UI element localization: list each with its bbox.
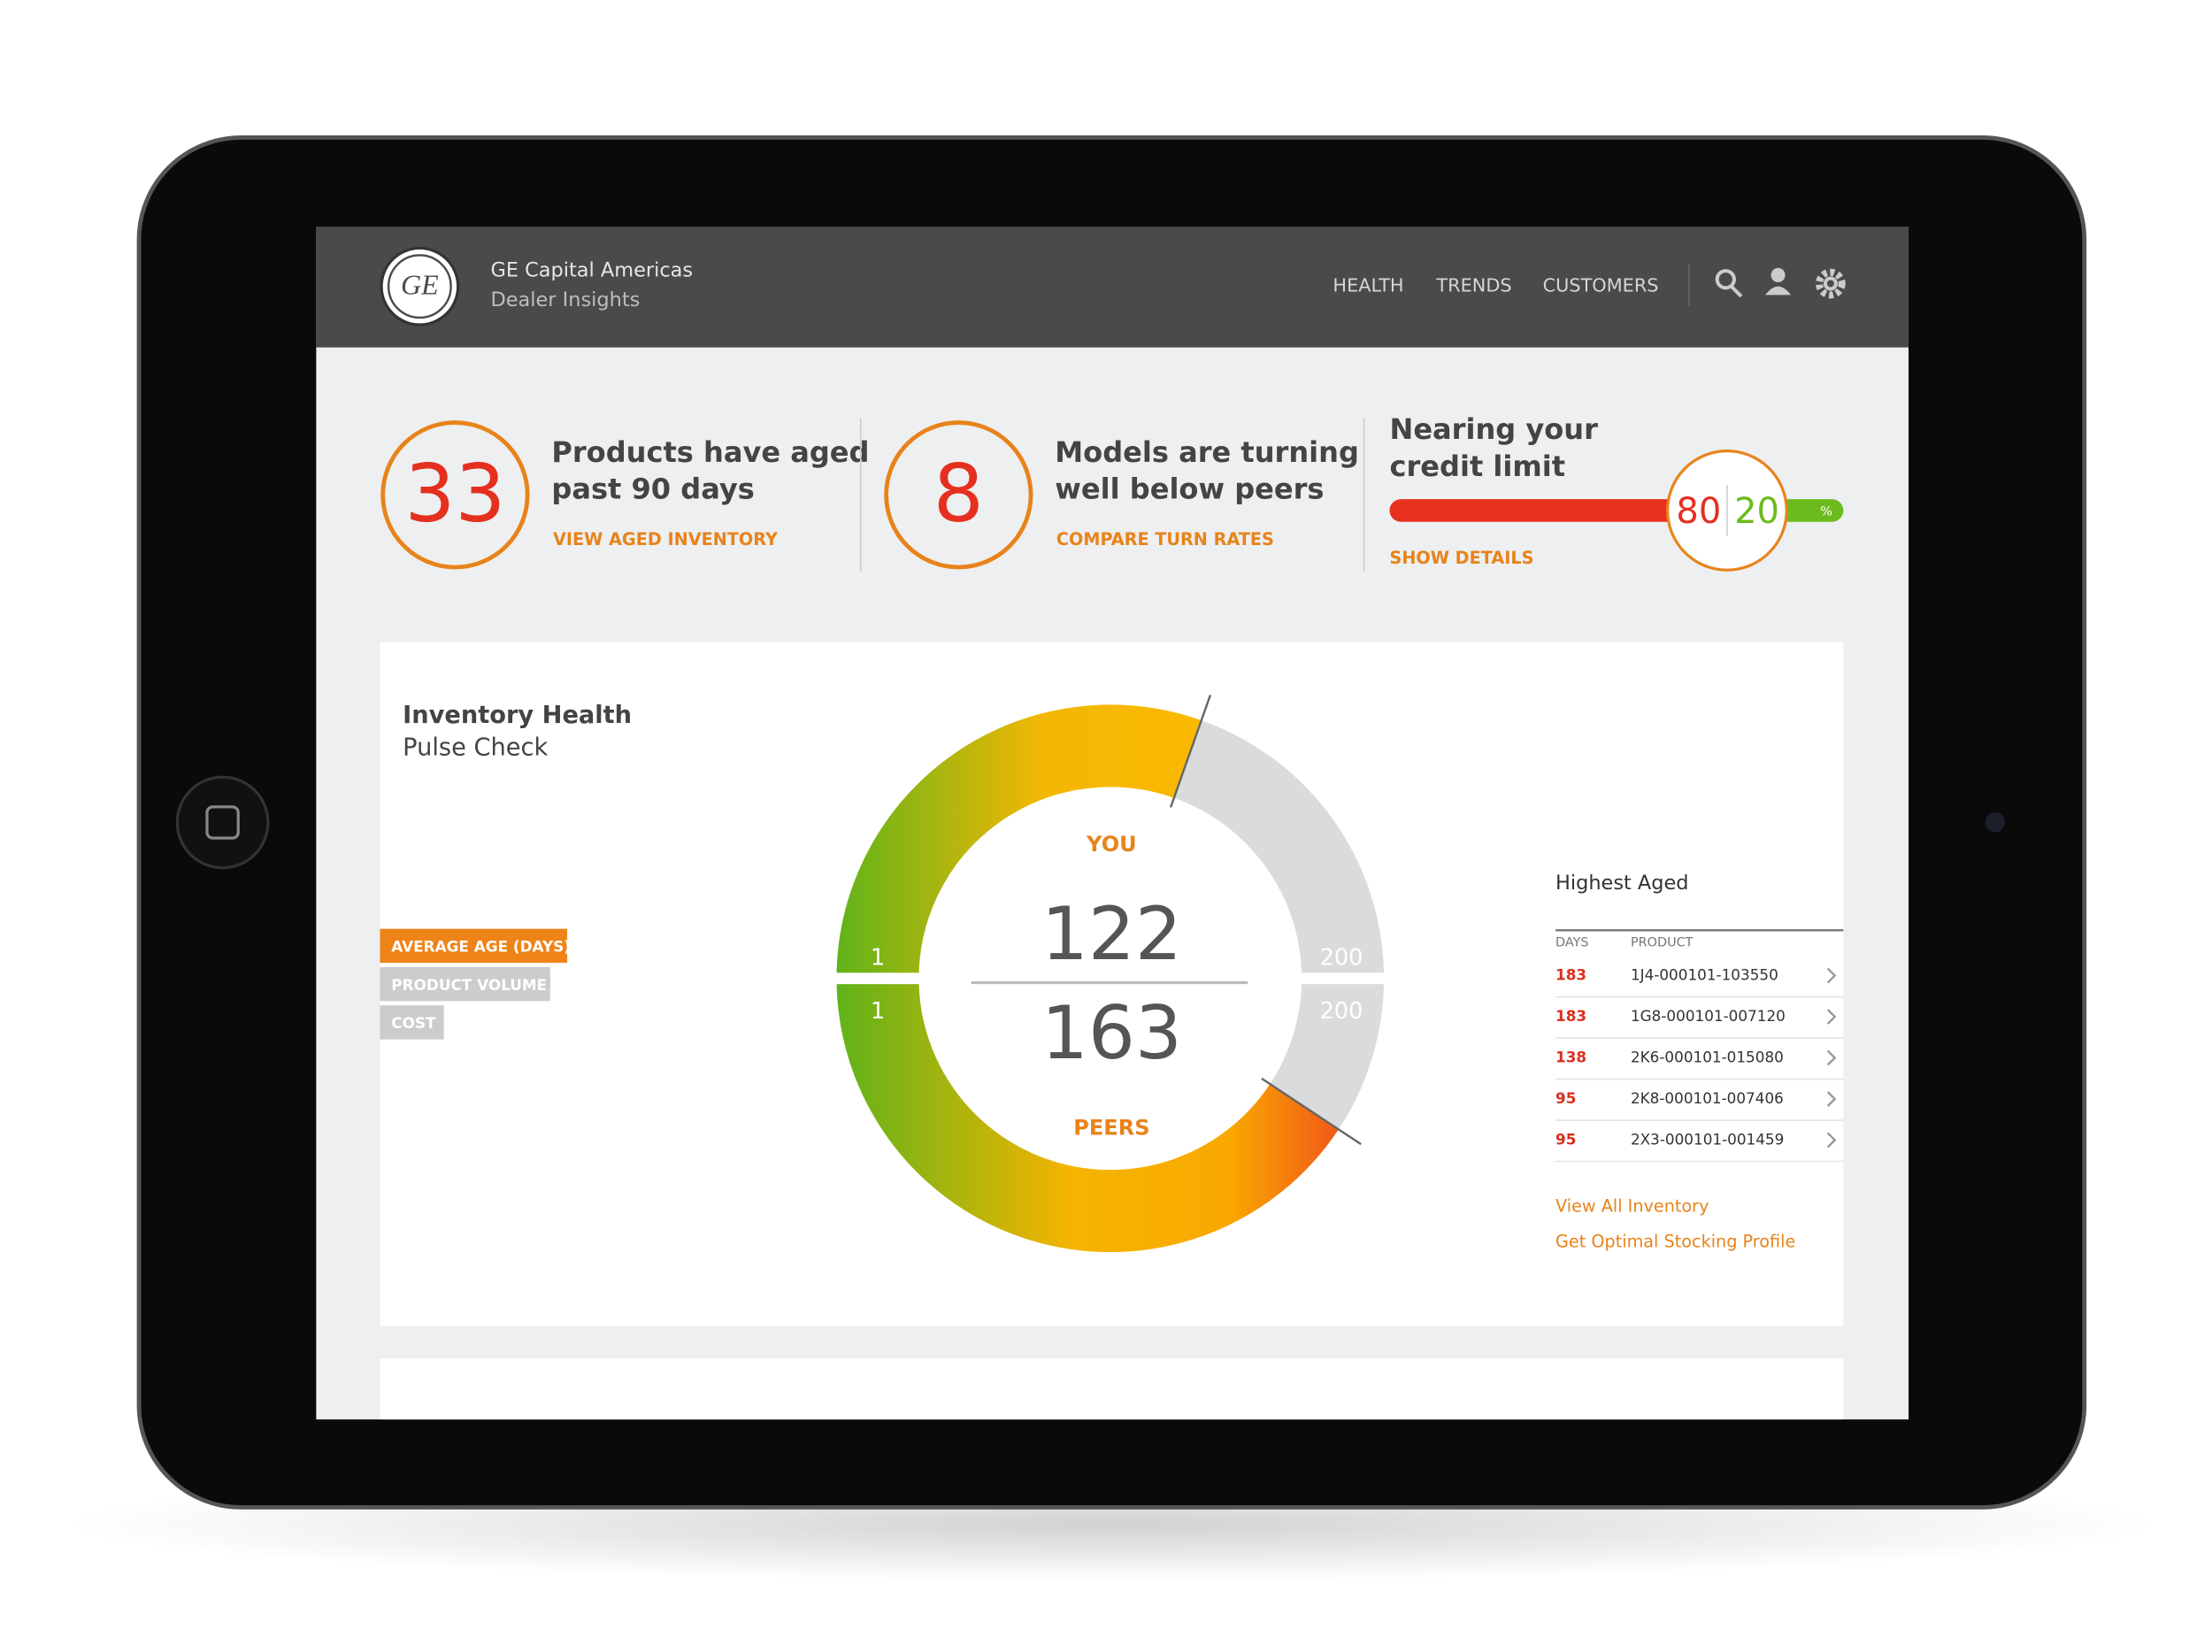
nav-item[interactable]: CUSTOMERS (1543, 275, 1659, 296)
days: 95 (1555, 1130, 1576, 1148)
product: 2K8-000101-007406 (1631, 1089, 1784, 1107)
logo-ring (387, 254, 452, 319)
kpi-circle (884, 420, 1033, 570)
credit-used (1389, 499, 1753, 522)
you-label: YOU (1086, 832, 1136, 857)
kpi-link[interactable]: COMPARE TURN RATES (1056, 529, 1274, 549)
filter-button[interactable] (380, 928, 568, 964)
table-title: Highest Aged (1555, 872, 1689, 895)
link[interactable]: View All Inventory (1555, 1195, 1709, 1216)
card (380, 1358, 1844, 1420)
gauge-max: 200 (1320, 998, 1363, 1025)
filter-label: AVERAGE AGE (DAYS) (391, 938, 571, 956)
user-icon[interactable] (1765, 267, 1792, 296)
gauge-arc (836, 704, 1202, 980)
column-header: PRODUCT (1631, 936, 1694, 950)
logo-text: GE (401, 269, 439, 301)
link[interactable]: Get Optimal Stocking Profile (1555, 1231, 1795, 1251)
row-chevron (1826, 967, 1837, 984)
credit-bar: % 80 20 (1389, 449, 1844, 572)
column-header: DAYS (1555, 936, 1589, 950)
credit-title: credit limit (1390, 449, 1566, 483)
kpi-text: well below peers (1055, 472, 1324, 505)
search-icon[interactable] (1715, 269, 1743, 298)
credit-unit: % (1820, 505, 1832, 519)
product: 2X3-000101-001459 (1631, 1130, 1784, 1148)
product: 1G8-000101-007120 (1631, 1007, 1786, 1025)
company: GE Capital Americas (490, 259, 693, 282)
days: 183 (1555, 1007, 1586, 1025)
credit-used-label: 80 (1676, 491, 1721, 532)
gauge-marker (1261, 1077, 1362, 1146)
credit-link[interactable]: SHOW DETAILS (1390, 548, 1534, 568)
days: 138 (1555, 1049, 1586, 1066)
section-title: Inventory Health (403, 702, 632, 729)
row-chevron (1826, 1091, 1837, 1107)
row-chevron (1826, 1049, 1837, 1066)
app-name: Dealer Insights (490, 288, 640, 311)
settings-icon[interactable] (1816, 268, 1846, 299)
nav-item[interactable]: HEALTH (1333, 275, 1403, 296)
gauge (795, 695, 1425, 1253)
days: 183 (1555, 966, 1586, 984)
peers-value: 163 (1041, 990, 1182, 1076)
gauge-arc (836, 978, 1339, 1253)
home-icon (205, 805, 240, 840)
header-bar (316, 227, 1909, 348)
kpi-value: 33 (404, 449, 505, 541)
nav-item[interactable]: TRENDS (1435, 275, 1511, 296)
kpi-text: past 90 days (551, 472, 754, 505)
table-rows: 183 1J4-000101-103550 183 1G8-000101-007120… (1555, 966, 1844, 1163)
kpi-value: 8 (933, 449, 984, 541)
filter-label: PRODUCT VOLUME (391, 976, 547, 994)
home-button[interactable] (175, 775, 270, 870)
credit-available-label: 20 (1734, 491, 1779, 532)
filter-button[interactable] (380, 1005, 444, 1040)
kpi-text: Products have aged (551, 435, 869, 469)
peers-label: PEERS (1073, 1116, 1149, 1141)
filter-button[interactable] (380, 966, 550, 1002)
product: 1J4-000101-103550 (1631, 966, 1778, 984)
camera (1985, 812, 2006, 833)
row-chevron (1826, 1009, 1837, 1025)
row-chevron (1826, 1132, 1837, 1149)
product: 2K6-000101-015080 (1631, 1049, 1784, 1066)
gauge-min: 1 (871, 944, 885, 971)
filter-label: COST (391, 1014, 436, 1032)
gauge-marker (1169, 695, 1212, 808)
kpi-link[interactable]: VIEW AGED INVENTORY (553, 529, 779, 549)
kpi-text: Models are turning (1055, 435, 1359, 469)
days: 95 (1555, 1089, 1576, 1107)
gauge-gap (795, 972, 1425, 985)
you-value: 122 (1041, 891, 1182, 977)
gauge-track (1269, 977, 1385, 1130)
gauge-max: 200 (1320, 944, 1363, 971)
section-subtitle: Pulse Check (403, 734, 548, 762)
logo[interactable] (380, 246, 460, 327)
gauge-track (1172, 720, 1385, 980)
gauge-min: 1 (871, 998, 885, 1025)
kpi-circle (380, 420, 530, 570)
credit-title: Nearing your (1390, 412, 1599, 446)
